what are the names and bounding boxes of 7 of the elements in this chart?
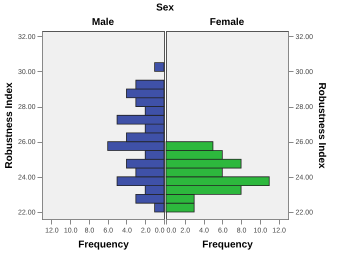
y-axis-title: Robustness Index bbox=[4, 82, 15, 169]
chart-title: Male bbox=[92, 17, 115, 28]
x-axis-title: Frequency bbox=[78, 240, 130, 250]
x-axis-title: Frequency bbox=[202, 240, 254, 250]
y-axis-title: Robustness Index bbox=[316, 82, 328, 169]
text: Sex bbox=[156, 2, 174, 14]
chart-title: Female bbox=[210, 17, 245, 28]
